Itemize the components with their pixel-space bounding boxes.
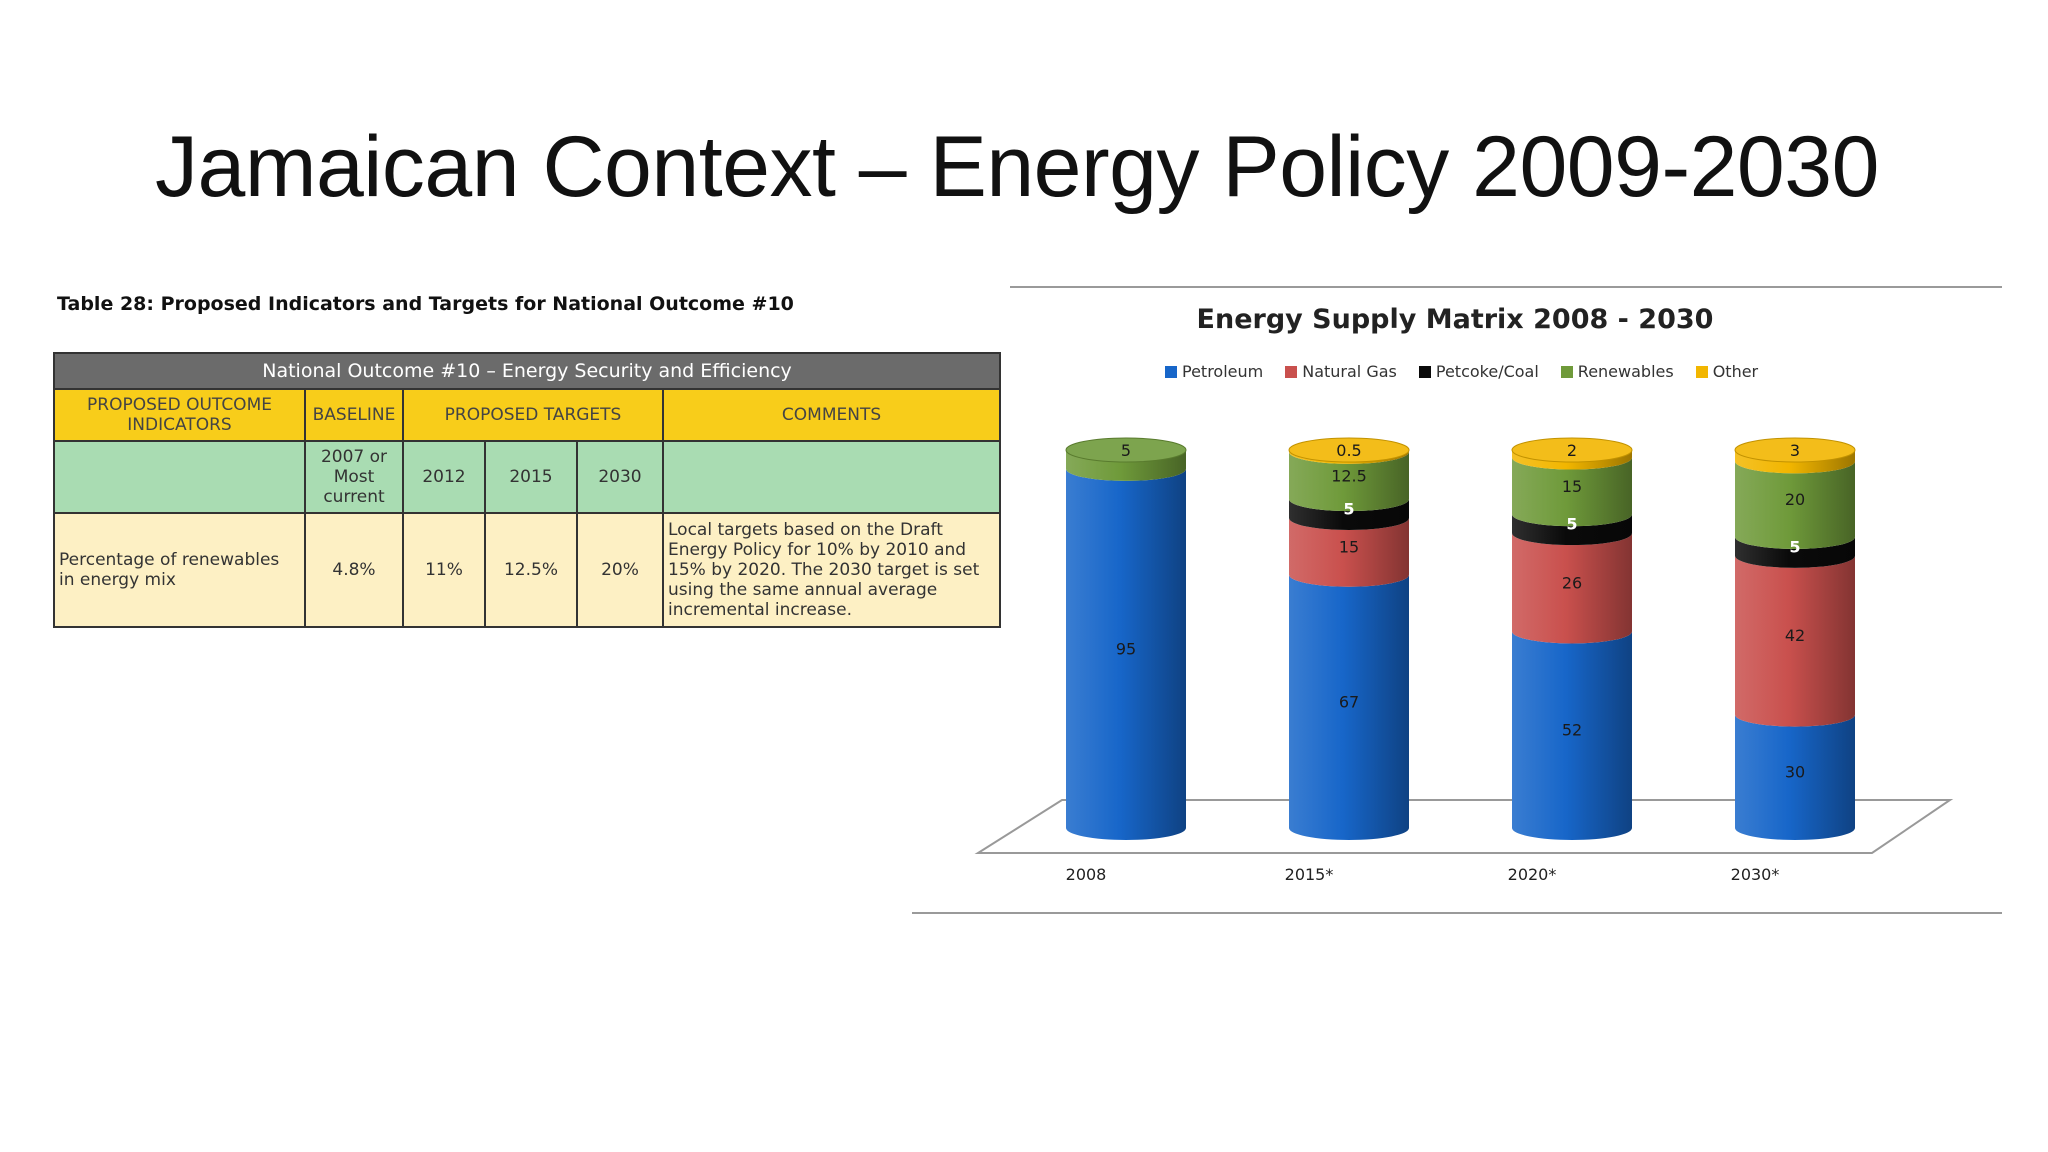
- chart-top-rule: [1010, 286, 2002, 288]
- table-header: National Outcome #10 – Energy Security a…: [52, 352, 1002, 390]
- subheader-baseline: 2007 or Most current: [304, 440, 404, 514]
- cell-2030: 20%: [576, 512, 664, 628]
- data-label: 12.5: [1331, 467, 1367, 486]
- chart-legend: Petroleum Natural Gas Petcoke/Coal Renew…: [1165, 362, 1758, 381]
- bar-segment: [1512, 631, 1632, 840]
- table-row: Percentage of renewables in energy mix 4…: [53, 512, 1002, 628]
- bar-top-cap: [1734, 437, 1856, 463]
- table-caption: Table 28: Proposed Indicators and Target…: [57, 293, 794, 315]
- bar-segment: [1289, 574, 1409, 840]
- legend-swatch-natural-gas: [1285, 365, 1298, 378]
- data-label: 2: [1567, 441, 1577, 460]
- legend-label-natural-gas: Natural Gas: [1302, 362, 1397, 381]
- legend-label-renewables: Renewables: [1577, 362, 1674, 381]
- legend-swatch-other: [1695, 365, 1708, 378]
- data-label: 5: [1566, 515, 1577, 534]
- legend-item-natural-gas: Natural Gas: [1285, 362, 1397, 381]
- x-tick-label: 2008: [1066, 865, 1107, 884]
- data-label: 42: [1785, 626, 1805, 645]
- legend-swatch-renewables: [1560, 365, 1573, 378]
- x-tick-label: 2015*: [1285, 865, 1334, 884]
- cell-2012: 11%: [402, 512, 486, 628]
- subheader-2030: 2030: [576, 440, 664, 514]
- subheader-2015: 2015: [484, 440, 578, 514]
- legend-label-petroleum: Petroleum: [1182, 362, 1264, 381]
- subheader-comments-empty: [661, 440, 1002, 514]
- data-label: 5: [1121, 441, 1131, 460]
- data-label: 3: [1790, 441, 1800, 460]
- legend-item-petroleum: Petroleum: [1165, 362, 1263, 381]
- legend-item-renewables: Renewables: [1560, 362, 1674, 381]
- legend-item-other: Other: [1695, 362, 1759, 381]
- subheader-2012: 2012: [402, 440, 486, 514]
- legend-label-petcoke-coal: Petcoke/Coal: [1435, 362, 1539, 381]
- column-targets: PROPOSED TARGETS: [402, 388, 664, 442]
- subheader-empty: [53, 440, 306, 514]
- bar-segment: [1289, 451, 1409, 512]
- x-tick-label: 2030*: [1731, 865, 1780, 884]
- bar-segment: [1735, 450, 1855, 474]
- legend-item-petcoke-coal: Petcoke/Coal: [1418, 362, 1539, 381]
- column-comments: COMMENTS: [661, 388, 1002, 442]
- bar-segment: [1735, 536, 1855, 568]
- cell-baseline: 4.8%: [304, 512, 404, 628]
- bar-segment: [1512, 514, 1632, 546]
- cell-indicator: Percentage of renewables in energy mix: [53, 512, 306, 628]
- chart-bottom-rule: [912, 912, 2002, 914]
- bar-segment: [1735, 714, 1855, 840]
- bar-segment: [1289, 518, 1409, 587]
- bar-segment: [1512, 533, 1632, 644]
- data-label: 20: [1785, 490, 1805, 509]
- bar-segment: [1066, 468, 1186, 840]
- slide-title: Jamaican Context – Energy Policy 2009-20…: [155, 119, 1879, 215]
- legend-label-other: Other: [1712, 362, 1759, 381]
- bar-segment: [1512, 457, 1632, 527]
- data-label: 5: [1789, 537, 1800, 556]
- column-indicators: PROPOSED OUTCOME INDICATORS: [53, 388, 306, 442]
- outcome-table: National Outcome #10 – Energy Security a…: [52, 352, 1002, 628]
- data-label: 0.5: [1336, 441, 1361, 460]
- data-label: 67: [1339, 692, 1359, 711]
- cell-2015: 12.5%: [484, 512, 578, 628]
- data-label: 26: [1562, 573, 1582, 592]
- chart-floor: [974, 799, 1954, 854]
- bar-top-cap: [1288, 437, 1410, 463]
- data-label: 52: [1562, 721, 1582, 740]
- data-label: 30: [1785, 762, 1805, 781]
- data-label: 15: [1562, 477, 1582, 496]
- bar-segment: [1066, 450, 1186, 481]
- cell-comment: Local targets based on the Draft Energy …: [661, 512, 1002, 628]
- table-header-row: National Outcome #10 – Energy Security a…: [52, 352, 1002, 390]
- data-label: 5: [1343, 500, 1354, 519]
- bar-segment: [1735, 461, 1855, 549]
- table-subheader-row: 2007 or Most current 2012 2015 2030: [53, 440, 1002, 514]
- table-column-row: PROPOSED OUTCOME INDICATORS BASELINE PRO…: [53, 388, 1002, 442]
- data-label: 15: [1339, 537, 1359, 556]
- x-tick-label: 2020*: [1508, 865, 1557, 884]
- bar-top-cap: [1065, 437, 1187, 463]
- bar-top-cap: [1511, 437, 1633, 463]
- bar-segment: [1512, 450, 1632, 470]
- legend-swatch-petcoke-coal: [1418, 365, 1431, 378]
- legend-swatch-petroleum: [1165, 365, 1177, 378]
- data-label: 95: [1116, 639, 1136, 658]
- bar-segment: [1735, 555, 1855, 727]
- bar-segment: [1289, 499, 1409, 531]
- chart-title: Energy Supply Matrix 2008 - 2030: [1196, 304, 1714, 335]
- column-baseline: BASELINE: [304, 388, 404, 442]
